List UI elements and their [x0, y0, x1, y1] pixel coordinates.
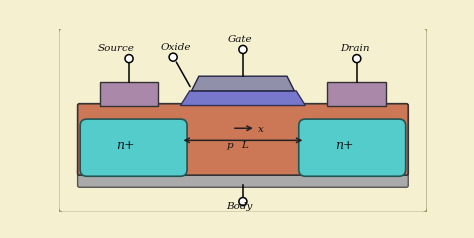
- Text: Oxide: Oxide: [160, 43, 191, 52]
- Circle shape: [239, 45, 247, 54]
- Text: Drain: Drain: [340, 44, 370, 53]
- Text: x: x: [258, 125, 264, 134]
- FancyBboxPatch shape: [80, 119, 187, 176]
- Text: Gate: Gate: [228, 35, 252, 45]
- FancyBboxPatch shape: [100, 82, 158, 105]
- Polygon shape: [191, 76, 294, 91]
- Circle shape: [239, 198, 247, 206]
- Polygon shape: [181, 91, 305, 105]
- FancyBboxPatch shape: [58, 27, 428, 213]
- Circle shape: [169, 53, 177, 61]
- Text: Body: Body: [227, 202, 253, 211]
- FancyBboxPatch shape: [78, 168, 408, 187]
- FancyBboxPatch shape: [328, 82, 386, 105]
- Text: n+: n+: [116, 139, 135, 152]
- Circle shape: [125, 55, 133, 63]
- FancyBboxPatch shape: [78, 104, 408, 175]
- Text: p: p: [227, 141, 233, 150]
- Text: L: L: [241, 141, 248, 150]
- FancyBboxPatch shape: [299, 119, 406, 176]
- Circle shape: [353, 55, 361, 63]
- Text: Source: Source: [98, 44, 135, 53]
- Text: n+: n+: [335, 139, 353, 152]
